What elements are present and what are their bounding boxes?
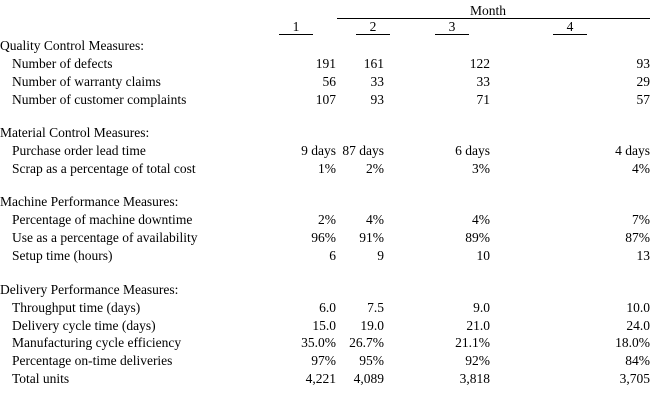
cell-value: 71 — [476, 92, 491, 107]
cell-value: 107 — [315, 92, 336, 107]
cell-value: 35.0% — [301, 335, 336, 350]
cell-value: 161 — [363, 56, 384, 71]
cell-value: 26.7% — [349, 335, 384, 350]
row-label: Number of customer complaints — [12, 92, 187, 107]
cell-value: 3,705 — [619, 371, 650, 386]
cell-value: 87% — [625, 230, 650, 245]
row-label: Manufacturing cycle efficiency — [12, 335, 182, 350]
cell-value: 7.5 — [367, 300, 384, 315]
cell-value: 33 — [476, 74, 491, 89]
section-title-quality: Quality Control Measures: — [0, 38, 144, 53]
column-header-1: 1 — [279, 19, 313, 35]
row-label: Total units — [12, 371, 70, 386]
row-label: Number of warranty claims — [12, 74, 161, 89]
row-label: Use as a percentage of availability — [12, 230, 198, 245]
cell-value: 92% — [465, 353, 490, 368]
cell-value: 97% — [311, 353, 336, 368]
column-header-2: 2 — [356, 19, 390, 35]
cell-value: 9 — [377, 248, 384, 263]
cell-value: 122 — [469, 56, 490, 71]
cell-value: 18.0% — [615, 335, 650, 350]
cell-value: 6 — [329, 248, 336, 263]
cell-value: 15.0 — [312, 318, 336, 333]
cell-value: 10.0 — [626, 300, 650, 315]
row-label: Throughput time (days) — [12, 300, 141, 315]
cell-value: 96% — [311, 230, 336, 245]
cell-value: 56 — [322, 74, 337, 89]
cell-value: 19.0 — [360, 318, 384, 333]
cell-value: 87 days — [342, 143, 384, 158]
cell-value: 24.0 — [626, 318, 650, 333]
section-title-machine: Machine Performance Measures: — [0, 194, 179, 209]
row-label: Scrap as a percentage of total cost — [12, 161, 196, 176]
row-label: Delivery cycle time (days) — [12, 318, 156, 333]
cell-value: 6.0 — [319, 300, 336, 315]
cell-value: 4,089 — [353, 371, 384, 386]
column-header-4: 4 — [553, 19, 587, 35]
cell-value: 4 days — [615, 143, 650, 158]
cell-value: 13 — [636, 248, 650, 263]
cell-value: 29 — [636, 74, 650, 89]
cell-value: 6 days — [455, 143, 490, 158]
cell-value: 9.0 — [473, 300, 490, 315]
cell-value: 57 — [636, 92, 650, 107]
row-label: Number of defects — [12, 56, 113, 71]
row-label: Purchase order lead time — [12, 143, 146, 158]
cell-value: 93 — [370, 92, 385, 107]
cell-value: 93 — [636, 56, 650, 71]
column-header-3: 3 — [435, 19, 469, 35]
cell-value: 95% — [359, 353, 384, 368]
cell-value: 9 days — [301, 143, 336, 158]
section-title-material: Material Control Measures: — [0, 125, 150, 140]
cell-value: 4% — [472, 212, 490, 227]
cell-value: 10 — [476, 248, 491, 263]
cell-value: 21.0 — [466, 318, 490, 333]
cell-value: 1% — [318, 161, 336, 176]
cell-value: 89% — [465, 230, 490, 245]
cell-value: 3% — [472, 161, 490, 176]
cell-value: 4,221 — [305, 371, 336, 386]
cell-value: 2% — [366, 161, 384, 176]
month-header-rule — [337, 18, 650, 19]
cell-value: 7% — [632, 212, 650, 227]
cell-value: 191 — [315, 56, 336, 71]
row-label: Percentage of machine downtime — [12, 212, 193, 227]
row-label: Percentage on-time deliveries — [12, 353, 173, 368]
cell-value: 3,818 — [459, 371, 490, 386]
cell-value: 2% — [318, 212, 336, 227]
row-label: Setup time (hours) — [12, 248, 113, 263]
section-title-delivery: Delivery Performance Measures: — [0, 282, 179, 297]
cell-value: 33 — [370, 74, 385, 89]
cell-value: 21.1% — [455, 335, 490, 350]
cell-value: 84% — [625, 353, 650, 368]
cell-value: 91% — [359, 230, 384, 245]
month-header: Month — [470, 3, 507, 18]
cell-value: 4% — [632, 161, 650, 176]
cell-value: 4% — [366, 212, 384, 227]
